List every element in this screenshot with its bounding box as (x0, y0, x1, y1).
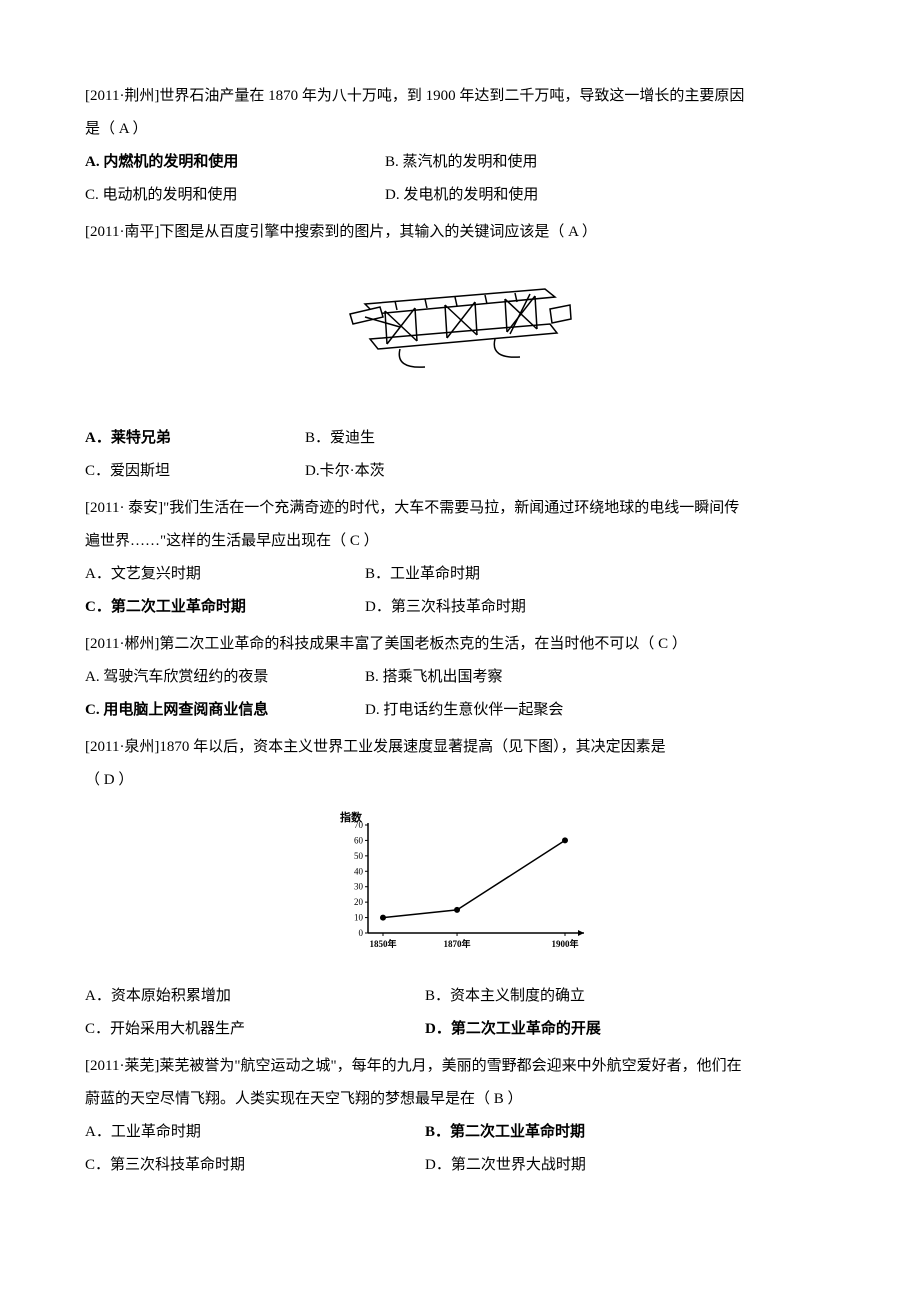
svg-text:60: 60 (354, 835, 364, 845)
q6-option-d: D．第二次世界大战时期 (425, 1149, 586, 1182)
svg-text:30: 30 (354, 882, 364, 892)
svg-text:1870年: 1870年 (444, 938, 471, 949)
wright-flyer-icon (345, 259, 575, 399)
q4-option-c: C. 用电脑上网查阅商业信息 (85, 694, 365, 727)
question-6: [2011·莱芜]莱芜被誉为"航空运动之城"，每年的九月，美丽的雪野都会迎来中外… (85, 1050, 835, 1182)
q4-options-row1: A. 驾驶汽车欣赏纽约的夜景 B. 搭乘飞机出国考察 (85, 661, 835, 694)
q5-options-row1: A．资本原始积累增加 B．资本主义制度的确立 (85, 980, 835, 1013)
q6-options-row1: A．工业革命时期 B．第二次工业革命时期 (85, 1116, 835, 1149)
q4-option-b: B. 搭乘飞机出国考察 (365, 661, 503, 694)
q5-option-a: A．资本原始积累增加 (85, 980, 425, 1013)
svg-text:10: 10 (354, 913, 364, 923)
svg-text:40: 40 (354, 866, 364, 876)
q6-options-row2: C．第三次科技革命时期 D．第二次世界大战时期 (85, 1149, 835, 1182)
q4-option-a: A. 驾驶汽车欣赏纽约的夜景 (85, 661, 365, 694)
q6-option-c: C．第三次科技革命时期 (85, 1149, 425, 1182)
q5-options-row2: C．开始采用大机器生产 D．第二次工业革命的开展 (85, 1013, 835, 1046)
q1-option-a: A. 内燃机的发明和使用 (85, 146, 385, 179)
q1-option-d: D. 发电机的发明和使用 (385, 179, 685, 212)
q5-option-d: D．第二次工业革命的开展 (425, 1013, 601, 1046)
q5-option-b: B．资本主义制度的确立 (425, 980, 585, 1013)
q5-chart-wrap: 指数0102030405060701850年1870年1900年 (85, 807, 835, 970)
question-2: [2011·南平]下图是从百度引擎中搜索到的图片，其输入的关键词应该是（ A ） (85, 216, 835, 488)
q2-options-row2: C．爱因斯坦 D.卡尔·本茨 (85, 455, 835, 488)
question-4: [2011·郴州]第二次工业革命的科技成果丰富了美国老板杰克的生活，在当时他不可… (85, 628, 835, 727)
q2-option-c: C．爱因斯坦 (85, 455, 305, 488)
question-3: [2011· 泰安]"我们生活在一个充满奇迹的时代，大车不需要马拉，新闻通过环绕… (85, 492, 835, 624)
q4-option-d: D. 打电话约生意伙伴一起聚会 (365, 694, 563, 727)
q6-text-line2: 蔚蓝的天空尽情飞翔。人类实现在天空飞翔的梦想最早是在（ B ） (85, 1083, 835, 1116)
q3-option-a: A．文艺复兴时期 (85, 558, 365, 591)
q5-option-c: C．开始采用大机器生产 (85, 1013, 425, 1046)
q3-option-d: D．第三次科技革命时期 (365, 591, 526, 624)
q5-text-line2: （ D ） (85, 764, 835, 797)
svg-text:0: 0 (359, 928, 364, 938)
q3-text-line1: [2011· 泰安]"我们生活在一个充满奇迹的时代，大车不需要马拉，新闻通过环绕… (85, 492, 835, 525)
q2-option-a: A．莱特兄弟 (85, 422, 305, 455)
q3-options-row1: A．文艺复兴时期 B．工业革命时期 (85, 558, 835, 591)
q3-option-c: C．第二次工业革命时期 (85, 591, 365, 624)
q2-text: [2011·南平]下图是从百度引擎中搜索到的图片，其输入的关键词应该是（ A ） (85, 216, 835, 249)
q1-text-line2: 是（ A ） (85, 113, 835, 146)
question-5: [2011·泉州]1870 年以后，资本主义世界工业发展速度显著提高（见下图），… (85, 731, 835, 1046)
question-1: [2011·荆州]世界石油产量在 1870 年为八十万吨，到 1900 年达到二… (85, 80, 835, 212)
q3-options-row2: C．第二次工业革命时期 D．第三次科技革命时期 (85, 591, 835, 624)
svg-text:20: 20 (354, 897, 364, 907)
q3-text-line2: 遍世界……"这样的生活最早应出现在（ C ） (85, 525, 835, 558)
q2-image-wrap (85, 259, 835, 412)
q6-option-a: A．工业革命时期 (85, 1116, 425, 1149)
q6-text-line1: [2011·莱芜]莱芜被誉为"航空运动之城"，每年的九月，美丽的雪野都会迎来中外… (85, 1050, 835, 1083)
q6-option-b: B．第二次工业革命时期 (425, 1116, 585, 1149)
q2-options-row1: A．莱特兄弟 B．爱迪生 (85, 422, 835, 455)
q2-option-b: B．爱迪生 (305, 422, 375, 455)
svg-text:1900年: 1900年 (551, 938, 578, 949)
q2-option-d: D.卡尔·本茨 (305, 455, 385, 488)
industrial-index-chart: 指数0102030405060701850年1870年1900年 (330, 807, 590, 957)
q3-option-b: B．工业革命时期 (365, 558, 480, 591)
svg-text:70: 70 (354, 820, 364, 830)
q4-text: [2011·郴州]第二次工业革命的科技成果丰富了美国老板杰克的生活，在当时他不可… (85, 628, 835, 661)
q1-option-b: B. 蒸汽机的发明和使用 (385, 146, 685, 179)
svg-text:1850年: 1850年 (369, 938, 396, 949)
q1-text-line1: [2011·荆州]世界石油产量在 1870 年为八十万吨，到 1900 年达到二… (85, 80, 835, 113)
q1-option-c: C. 电动机的发明和使用 (85, 179, 385, 212)
svg-text:50: 50 (354, 851, 364, 861)
q5-text-line1: [2011·泉州]1870 年以后，资本主义世界工业发展速度显著提高（见下图），… (85, 731, 835, 764)
q4-options-row2: C. 用电脑上网查阅商业信息 D. 打电话约生意伙伴一起聚会 (85, 694, 835, 727)
q1-options-row2: C. 电动机的发明和使用 D. 发电机的发明和使用 (85, 179, 835, 212)
q1-options-row1: A. 内燃机的发明和使用 B. 蒸汽机的发明和使用 (85, 146, 835, 179)
